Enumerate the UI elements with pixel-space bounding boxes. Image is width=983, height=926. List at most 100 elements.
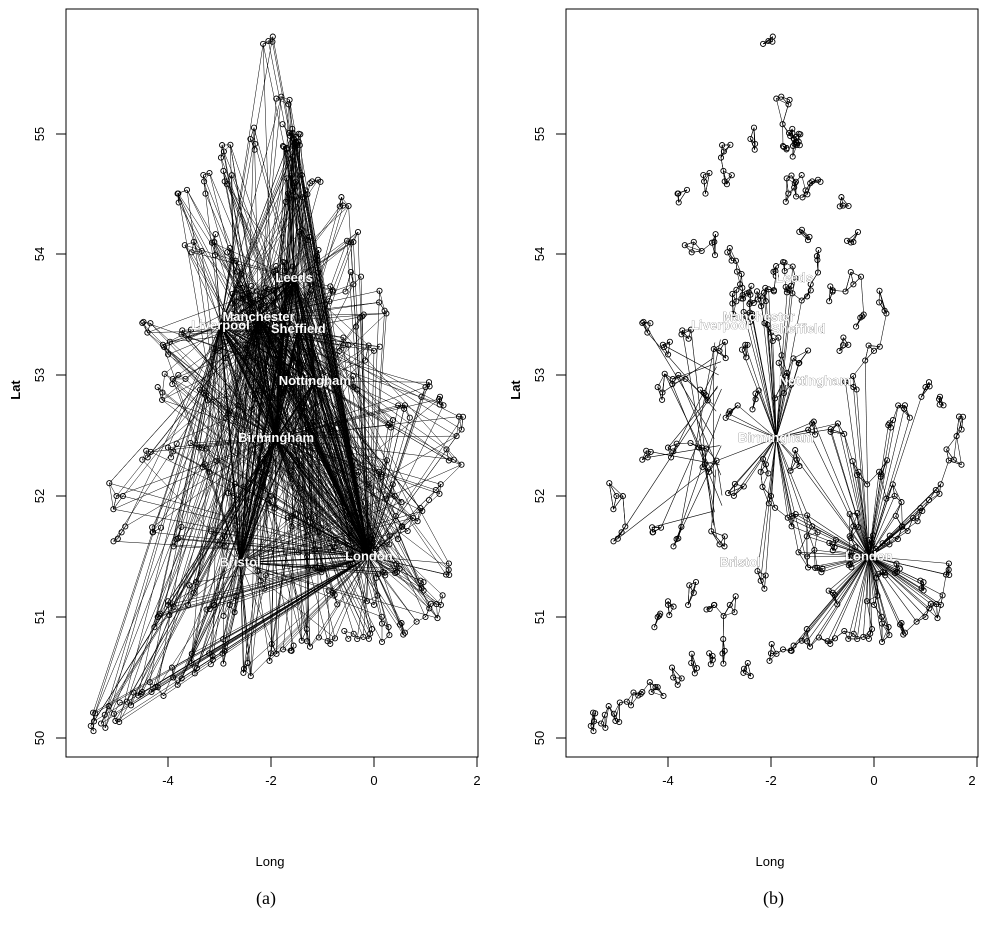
edge-line bbox=[299, 134, 301, 135]
x-tick-label: -2 bbox=[265, 773, 277, 788]
edge-line bbox=[819, 557, 869, 638]
city-label: Leeds bbox=[275, 270, 313, 285]
edge-line bbox=[867, 601, 874, 605]
edge-line bbox=[734, 438, 776, 496]
network-node bbox=[611, 539, 616, 544]
network-node bbox=[748, 674, 753, 679]
edge-line bbox=[943, 575, 947, 596]
edge-line bbox=[369, 417, 463, 557]
edge-line bbox=[382, 635, 389, 642]
y-tick-label: 55 bbox=[32, 127, 47, 141]
edge-line bbox=[740, 274, 742, 284]
edge-line bbox=[853, 277, 861, 285]
edge-line bbox=[880, 291, 885, 311]
city-label: Bristol bbox=[220, 555, 261, 570]
network-node bbox=[698, 387, 703, 392]
city-label: Nottingham bbox=[779, 373, 851, 388]
x-tick-label: -2 bbox=[765, 773, 777, 788]
edges-a bbox=[91, 37, 463, 732]
y-tick-label: 53 bbox=[532, 368, 547, 382]
network-node bbox=[726, 491, 731, 496]
network-node bbox=[854, 324, 859, 329]
y-tick-label: 52 bbox=[532, 489, 547, 503]
edge-line bbox=[722, 145, 724, 151]
edge-line bbox=[861, 277, 864, 315]
caption-a: (a) bbox=[256, 888, 276, 909]
y-axis-label: Lat bbox=[8, 380, 23, 400]
city-label: Bristol bbox=[720, 555, 761, 570]
edge-line bbox=[605, 715, 606, 728]
edge-line bbox=[691, 654, 692, 663]
y-tick-label: 52 bbox=[32, 489, 47, 503]
x-tick-label: -4 bbox=[162, 773, 174, 788]
city-label: London bbox=[345, 549, 393, 564]
network-node bbox=[628, 703, 633, 708]
edge-line bbox=[614, 703, 620, 714]
edge-line bbox=[173, 444, 176, 452]
y-tick-label: 53 bbox=[32, 368, 47, 382]
edge-line bbox=[646, 451, 719, 465]
edge-line bbox=[720, 351, 726, 358]
edge-line bbox=[880, 314, 887, 347]
edge-line bbox=[903, 633, 905, 635]
network-node bbox=[723, 415, 728, 420]
edge-line bbox=[440, 405, 444, 406]
x-axis-b: -4 -2 0 2 Long bbox=[662, 757, 978, 869]
x-tick-label: -4 bbox=[662, 773, 674, 788]
edge-line bbox=[702, 243, 712, 251]
edge-line bbox=[792, 293, 801, 300]
edge-line bbox=[728, 438, 776, 493]
panel-a: -4 -2 0 2 Long 50 51 52 53 54 55 Lat Lon… bbox=[0, 0, 490, 926]
network-node bbox=[366, 636, 371, 641]
edge-line bbox=[623, 496, 625, 526]
y-tick-label: 51 bbox=[532, 610, 547, 624]
x-tick-label: 0 bbox=[870, 773, 877, 788]
x-axis-label: Long bbox=[256, 854, 285, 869]
edge-line bbox=[646, 451, 648, 458]
edge-line bbox=[796, 197, 802, 198]
edge-line bbox=[618, 462, 717, 539]
edge-line bbox=[941, 461, 949, 485]
y-tick-label: 55 bbox=[532, 127, 547, 141]
city-label: Leeds bbox=[775, 270, 813, 285]
edge-line bbox=[182, 330, 191, 331]
x-axis-label: Long bbox=[756, 854, 785, 869]
network-node bbox=[729, 173, 734, 178]
network-node bbox=[761, 41, 766, 46]
network-node bbox=[807, 644, 812, 649]
edge-line bbox=[869, 557, 937, 605]
edge-line bbox=[403, 633, 405, 635]
edge-line bbox=[896, 516, 903, 526]
edge-line bbox=[672, 384, 722, 506]
edge-line bbox=[380, 291, 385, 311]
city-label: Birmingham bbox=[238, 430, 314, 445]
edge-line bbox=[310, 638, 319, 647]
edge-line bbox=[357, 637, 363, 639]
edge-line bbox=[692, 251, 702, 252]
edge-line bbox=[720, 342, 726, 351]
x-tick-label: 0 bbox=[370, 773, 377, 788]
city-label: London bbox=[845, 549, 893, 564]
edge-line bbox=[786, 178, 787, 201]
x-axis-a: -4 -2 0 2 Long bbox=[162, 757, 480, 869]
x-tick-label: 2 bbox=[473, 773, 480, 788]
network-node bbox=[655, 385, 660, 390]
edge-line bbox=[776, 438, 792, 526]
y-tick-label: 51 bbox=[32, 610, 47, 624]
edge-line bbox=[761, 472, 769, 474]
city-label: Sheffield bbox=[271, 321, 326, 336]
y-tick-label: 54 bbox=[532, 247, 547, 261]
edges-b bbox=[591, 37, 963, 732]
edge-line bbox=[422, 500, 429, 511]
network-node bbox=[213, 232, 218, 237]
edge-line bbox=[895, 496, 902, 502]
network-plot-b: -4 -2 0 2 Long 50 51 52 53 54 55 Lat Lon… bbox=[500, 0, 983, 921]
y-axis-label: Lat bbox=[508, 380, 523, 400]
edge-line bbox=[835, 631, 844, 638]
edge-line bbox=[369, 346, 380, 347]
y-tick-label: 50 bbox=[532, 731, 547, 745]
edge-line bbox=[223, 654, 224, 664]
edge-line bbox=[957, 436, 962, 465]
city-label: Liverpool bbox=[691, 317, 750, 332]
city-label: Nottingham bbox=[279, 373, 351, 388]
